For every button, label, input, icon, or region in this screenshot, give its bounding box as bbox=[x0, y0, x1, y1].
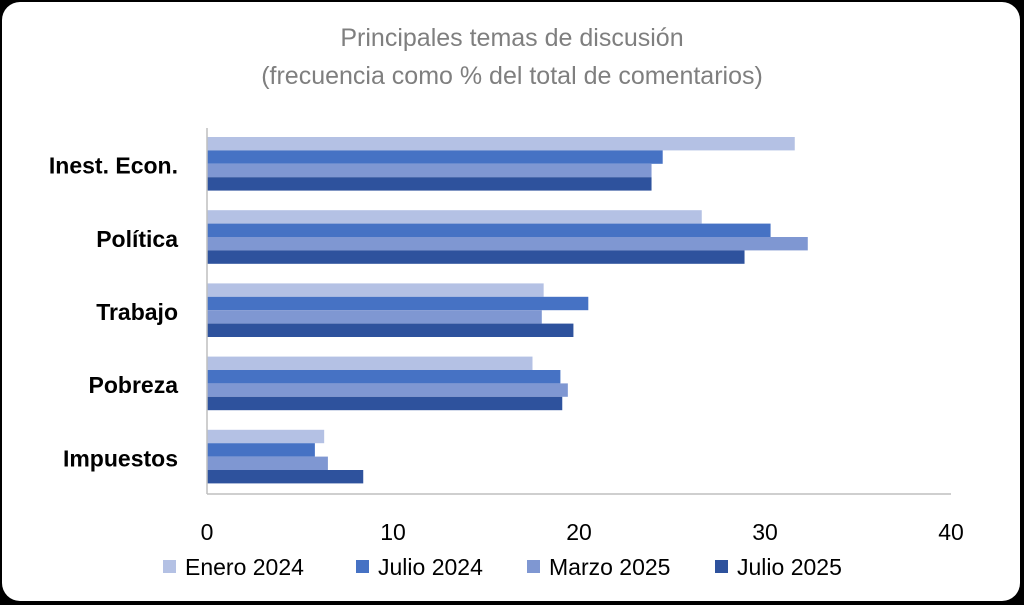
chart-subtitle: (frecuencia como % del total de comentar… bbox=[261, 62, 763, 90]
bar-pobreza-julio-2024 bbox=[207, 370, 561, 384]
bar-inest-econ-marzo-2025 bbox=[207, 163, 652, 178]
bar-impuestos-marzo-2025 bbox=[207, 456, 328, 470]
axes-group: Inest. Econ. Política Trabajo Pobreza Impues… bbox=[49, 128, 964, 545]
bar-inest-econ-enero-2024 bbox=[207, 137, 795, 151]
x-tick-label: 10 bbox=[380, 519, 406, 545]
bar-politica-marzo-2025 bbox=[207, 237, 808, 251]
bar-inest-econ-julio-2025 bbox=[207, 177, 652, 191]
category-label: Trabajo bbox=[96, 299, 178, 325]
chart-title: Principales temas de discusión bbox=[340, 24, 683, 52]
legend-swatch-julio-2024 bbox=[356, 560, 369, 573]
bar-impuestos-julio-2025 bbox=[207, 470, 364, 484]
legend-label-julio-2024: Julio 2024 bbox=[378, 554, 483, 580]
legend-swatch-marzo-2025 bbox=[527, 560, 540, 573]
bar-trabajo-julio-2025 bbox=[207, 323, 574, 337]
x-tick-label: 30 bbox=[752, 519, 778, 545]
legend-swatch-julio-2025 bbox=[715, 560, 728, 573]
bar-trabajo-marzo-2025 bbox=[207, 310, 542, 324]
legend-label-marzo-2025: Marzo 2025 bbox=[549, 554, 670, 580]
category-label: Impuestos bbox=[63, 445, 178, 471]
bar-pobreza-marzo-2025 bbox=[207, 383, 568, 397]
bar-politica-julio-2024 bbox=[207, 223, 771, 237]
bar-trabajo-enero-2024 bbox=[207, 283, 544, 297]
legend-label-enero-2024: Enero 2024 bbox=[185, 554, 304, 580]
category-label: Pobreza bbox=[89, 372, 179, 398]
bar-pobreza-enero-2024 bbox=[207, 356, 533, 370]
category-label: Política bbox=[96, 226, 178, 252]
x-tick-label: 0 bbox=[201, 519, 214, 545]
x-tick-label: 40 bbox=[938, 519, 964, 545]
x-tick-label: 20 bbox=[566, 519, 592, 545]
bar-impuestos-julio-2024 bbox=[207, 443, 315, 457]
bar-politica-enero-2024 bbox=[207, 210, 702, 224]
category-label: Inest. Econ. bbox=[49, 153, 178, 179]
bar-inest-econ-julio-2024 bbox=[207, 150, 663, 164]
bars-group bbox=[207, 137, 808, 484]
legend-label-julio-2025: Julio 2025 bbox=[737, 554, 842, 580]
legend-swatch-enero-2024 bbox=[163, 560, 176, 573]
legend: Enero 2024 Julio 2024 Marzo 2025 Julio 2025 bbox=[163, 554, 842, 580]
bar-trabajo-julio-2024 bbox=[207, 296, 589, 311]
bar-pobreza-julio-2025 bbox=[207, 396, 563, 411]
bar-politica-julio-2025 bbox=[207, 250, 745, 264]
bar-impuestos-enero-2024 bbox=[207, 429, 325, 444]
